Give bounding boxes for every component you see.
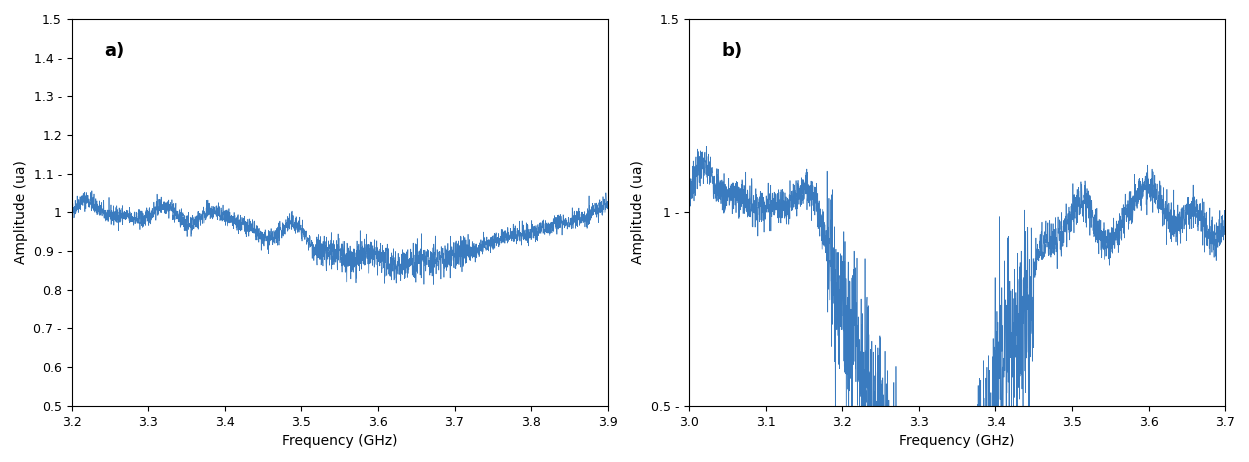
Text: a): a) [104, 42, 124, 60]
Y-axis label: Amplitude (ua): Amplitude (ua) [14, 160, 27, 264]
X-axis label: Frequency (GHz): Frequency (GHz) [899, 434, 1015, 448]
Text: b): b) [722, 42, 742, 60]
Y-axis label: Amplitude (ua): Amplitude (ua) [632, 160, 646, 264]
X-axis label: Frequency (GHz): Frequency (GHz) [282, 434, 397, 448]
